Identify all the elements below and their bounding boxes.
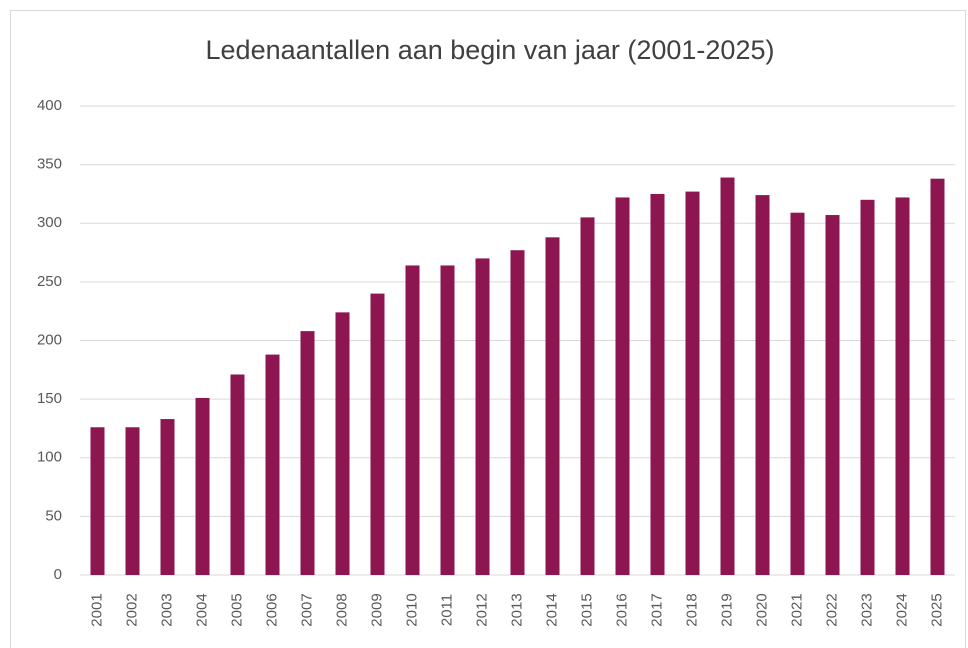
x-tick-label: 2012 bbox=[473, 593, 490, 626]
x-tick-label: 2024 bbox=[893, 593, 910, 626]
x-tick-label: 2021 bbox=[788, 593, 805, 626]
y-tick-label: 100 bbox=[37, 449, 62, 466]
bar bbox=[195, 397, 210, 575]
bar bbox=[335, 312, 350, 575]
x-tick-label: 2009 bbox=[368, 593, 385, 626]
x-tick-label: 2017 bbox=[648, 593, 665, 626]
bar bbox=[265, 354, 280, 575]
x-tick-label: 2005 bbox=[228, 593, 245, 626]
y-tick-label: 0 bbox=[54, 566, 62, 583]
bar bbox=[300, 331, 315, 575]
bar bbox=[790, 212, 805, 575]
x-tick-label: 2014 bbox=[543, 593, 560, 626]
bar bbox=[90, 427, 105, 575]
x-tick-label: 2003 bbox=[158, 593, 175, 626]
bar bbox=[405, 265, 420, 575]
x-tick-label: 2013 bbox=[508, 593, 525, 626]
x-tick-label: 2023 bbox=[858, 593, 875, 626]
x-tick-label: 2022 bbox=[823, 593, 840, 626]
x-tick-label: 2001 bbox=[88, 593, 105, 626]
x-tick-label: 2020 bbox=[753, 593, 770, 626]
bar bbox=[755, 195, 770, 576]
bar bbox=[475, 258, 490, 575]
bar bbox=[580, 217, 595, 575]
bar bbox=[615, 197, 630, 575]
x-tick-label: 2025 bbox=[928, 593, 945, 626]
bar bbox=[125, 427, 140, 575]
chart-title: Ledenaantallen aan begin van jaar (2001-… bbox=[206, 35, 775, 65]
y-tick-label: 200 bbox=[37, 331, 62, 348]
bar bbox=[370, 293, 385, 575]
x-tick-label: 2002 bbox=[123, 593, 140, 626]
bar bbox=[895, 197, 910, 575]
y-tick-label: 350 bbox=[37, 156, 62, 173]
x-tick-label: 2010 bbox=[403, 593, 420, 626]
x-tick-label: 2004 bbox=[193, 593, 210, 626]
y-tick-label: 400 bbox=[37, 97, 62, 114]
x-tick-label: 2016 bbox=[613, 593, 630, 626]
bar bbox=[510, 250, 525, 575]
bar bbox=[545, 237, 560, 575]
x-tick-label: 2018 bbox=[683, 593, 700, 626]
y-tick-label: 300 bbox=[37, 214, 62, 231]
x-tick-label: 2019 bbox=[718, 593, 735, 626]
x-tick-label: 2011 bbox=[438, 594, 455, 626]
bar bbox=[160, 419, 175, 575]
bar bbox=[440, 265, 455, 575]
bar bbox=[230, 374, 245, 575]
bar bbox=[720, 177, 735, 575]
bar bbox=[860, 199, 875, 576]
x-tick-label: 2015 bbox=[578, 593, 595, 626]
bar bbox=[650, 193, 665, 575]
y-tick-label: 250 bbox=[37, 273, 62, 290]
x-tick-label: 2006 bbox=[263, 593, 280, 626]
x-tick-label: 2008 bbox=[333, 593, 350, 626]
y-tick-label: 50 bbox=[45, 507, 62, 524]
bar bbox=[825, 215, 840, 576]
bar bbox=[930, 178, 945, 575]
y-tick-label: 150 bbox=[37, 390, 62, 407]
bar bbox=[685, 191, 700, 575]
x-tick-label: 2007 bbox=[298, 593, 315, 626]
